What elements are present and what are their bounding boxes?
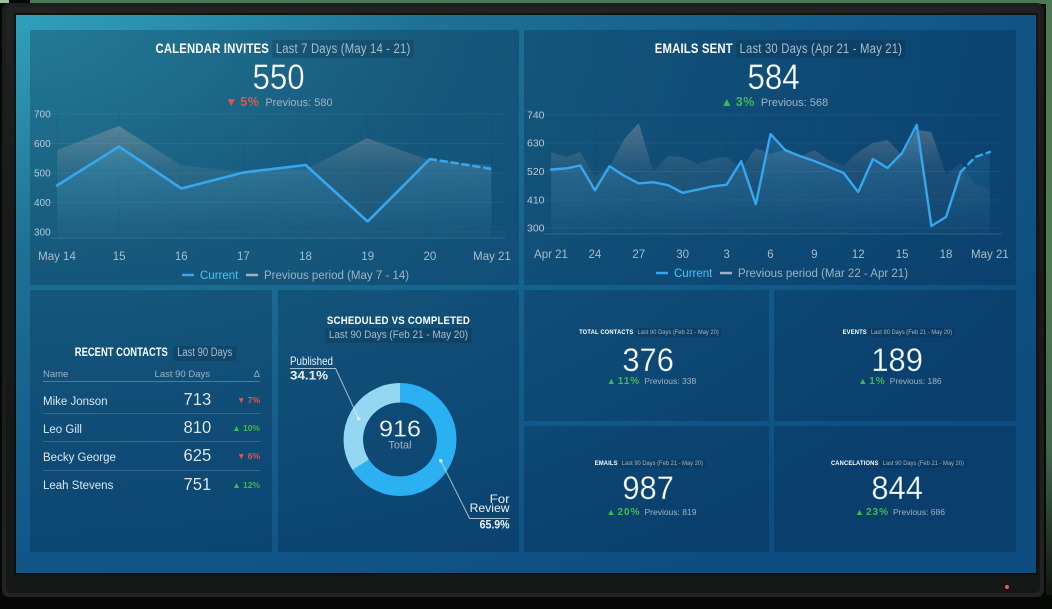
svg-text:6: 6: [767, 249, 773, 261]
svg-text:34.1%: 34.1%: [290, 369, 328, 383]
svg-text:740: 740: [527, 110, 545, 122]
svg-text:Total: Total: [388, 440, 411, 452]
svg-text:300: 300: [34, 228, 51, 239]
svg-text:Review: Review: [470, 501, 510, 515]
svg-text:12: 12: [852, 249, 865, 261]
svg-text:15: 15: [113, 251, 126, 263]
svg-text:18: 18: [940, 249, 953, 261]
svg-text:For: For: [490, 492, 510, 506]
svg-text:500: 500: [34, 169, 51, 180]
svg-text:Apr 21: Apr 21: [534, 249, 568, 261]
svg-text:17: 17: [237, 251, 250, 263]
svg-text:65.9%: 65.9%: [480, 518, 510, 532]
svg-text:9: 9: [811, 249, 817, 261]
svg-text:May 21: May 21: [971, 249, 1009, 261]
svg-text:Current: Current: [674, 268, 713, 280]
svg-text:630: 630: [527, 138, 545, 150]
svg-text:Previous period (May 7 - 14): Previous period (May 7 - 14): [264, 270, 409, 282]
svg-text:May 14: May 14: [38, 251, 76, 263]
svg-text:600: 600: [34, 139, 51, 150]
svg-text:Current: Current: [200, 270, 239, 282]
svg-text:20: 20: [423, 251, 436, 263]
svg-text:16: 16: [175, 251, 188, 263]
svg-text:300: 300: [527, 223, 545, 235]
svg-text:Published: Published: [290, 354, 333, 368]
svg-text:Previous period (Mar 22 - Apr: Previous period (Mar 22 - Apr 21): [738, 268, 908, 280]
svg-text:18: 18: [299, 251, 312, 263]
svg-text:30: 30: [676, 249, 689, 261]
svg-text:520: 520: [527, 166, 545, 178]
svg-text:24: 24: [588, 249, 601, 261]
svg-text:15: 15: [896, 249, 909, 261]
svg-text:700: 700: [34, 110, 51, 121]
svg-text:916: 916: [379, 416, 421, 442]
svg-text:19: 19: [361, 251, 374, 263]
svg-text:3: 3: [723, 249, 729, 261]
svg-text:May 21: May 21: [473, 251, 511, 263]
svg-text:410: 410: [527, 195, 545, 207]
svg-text:27: 27: [632, 249, 645, 261]
svg-text:400: 400: [34, 198, 51, 209]
